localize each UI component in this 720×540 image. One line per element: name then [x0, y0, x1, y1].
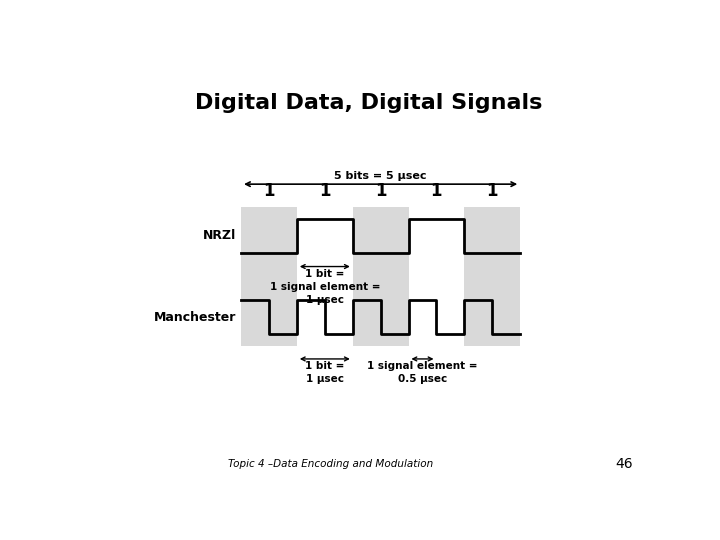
Text: 1: 1: [487, 181, 498, 200]
Text: 1: 1: [375, 181, 387, 200]
Text: Manchester: Manchester: [154, 311, 236, 324]
Text: Digital Data, Digital Signals: Digital Data, Digital Signals: [195, 93, 543, 113]
Text: 5 bits = 5 μsec: 5 bits = 5 μsec: [334, 171, 427, 181]
Text: 46: 46: [615, 457, 632, 471]
Text: 1: 1: [264, 181, 275, 200]
Bar: [353, 207, 408, 346]
Text: Topic 4 –Data Encoding and Modulation: Topic 4 –Data Encoding and Modulation: [228, 458, 433, 469]
Text: 1 bit =
1 μsec: 1 bit = 1 μsec: [305, 361, 344, 384]
Bar: [464, 207, 520, 346]
Text: 1 bit =
1 signal element =
1 μsec: 1 bit = 1 signal element = 1 μsec: [269, 269, 380, 305]
Text: 1 signal element =
0.5 μsec: 1 signal element = 0.5 μsec: [367, 361, 478, 384]
Text: 1: 1: [431, 181, 442, 200]
Text: 1: 1: [319, 181, 330, 200]
Bar: [241, 207, 297, 346]
Text: NRZl: NRZl: [203, 230, 236, 242]
